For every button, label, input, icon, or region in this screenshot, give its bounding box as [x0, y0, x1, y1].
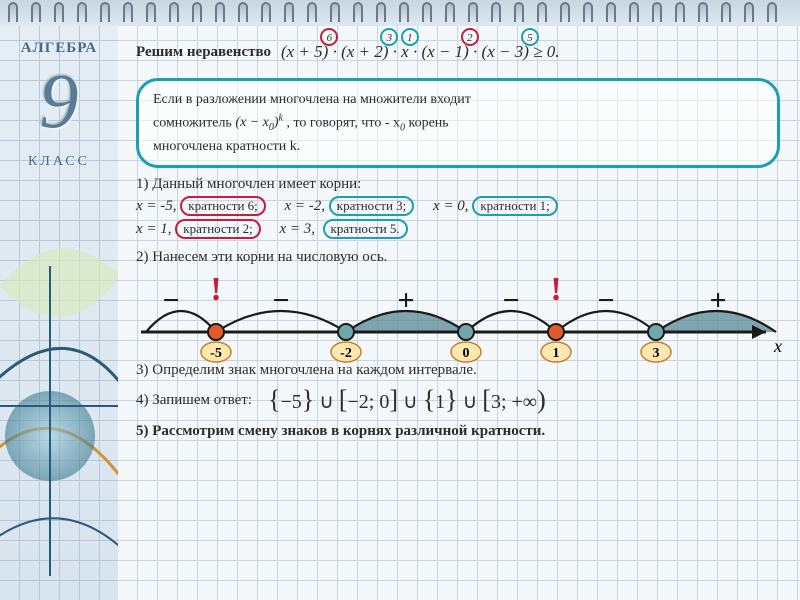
svg-text:−: −: [162, 284, 179, 317]
rule-line-2: сомножитель (x − x0)k , то говорят, что …: [153, 111, 763, 136]
step-2-text: 2) Нанесем эти корни на числовую ось.: [136, 249, 780, 266]
rule-line-1: Если в разложении многочлена на множител…: [153, 89, 763, 111]
grade-label: КЛАСС: [0, 154, 118, 170]
inequality-expression: (x + 5)6 · (x + 2)3 · x1 · (x − 1)2 · (x…: [281, 42, 560, 62]
problem-title: Решим неравенство: [136, 44, 271, 61]
roots-line-1: x = -5, кратности 6; x = -2, кратности 3…: [136, 196, 780, 216]
step-1-head: 1) Данный многочлен имеет корни:: [136, 176, 780, 193]
svg-text:x: x: [773, 336, 782, 356]
svg-text:−: −: [502, 284, 519, 317]
subject-label: АЛГЕБРА: [0, 40, 118, 57]
rule-line-3: многочлена кратности k.: [153, 136, 763, 158]
svg-text:+: +: [397, 284, 414, 317]
svg-text:+: +: [709, 284, 726, 317]
grade-number: 9: [0, 62, 118, 140]
svg-text:!: !: [550, 272, 561, 308]
left-sidebar: АЛГЕБРА 9 КЛАСС: [0, 26, 118, 600]
step-5-text: 5) Рассмотрим смену знаков в корнях разл…: [136, 423, 780, 440]
svg-text:−: −: [597, 284, 614, 317]
step-4-label: 4) Запишем ответ:: [136, 392, 252, 409]
svg-text:1: 1: [553, 346, 560, 361]
svg-text:3: 3: [653, 346, 660, 361]
main-content: Решим неравенство (x + 5)6 · (x + 2)3 · …: [118, 26, 800, 600]
number-axis: x − − + − − +! -5 -2 0! 1 3: [136, 272, 780, 362]
roots-line-2: x = 1, кратности 2; x = 3, кратности 5.: [136, 219, 780, 239]
svg-text:-2: -2: [340, 346, 352, 361]
svg-text:−: −: [272, 284, 289, 317]
svg-text:!: !: [210, 272, 221, 308]
step-1-roots: 1) Данный многочлен имеет корни: x = -5,…: [136, 176, 780, 239]
svg-text:-5: -5: [210, 346, 222, 361]
rule-box: Если в разложении многочлена на множител…: [136, 78, 780, 168]
answer-set: {−5} ∪ [−2; 0] ∪ {1} ∪ [3; +∞): [268, 385, 546, 415]
svg-text:0: 0: [463, 346, 470, 361]
